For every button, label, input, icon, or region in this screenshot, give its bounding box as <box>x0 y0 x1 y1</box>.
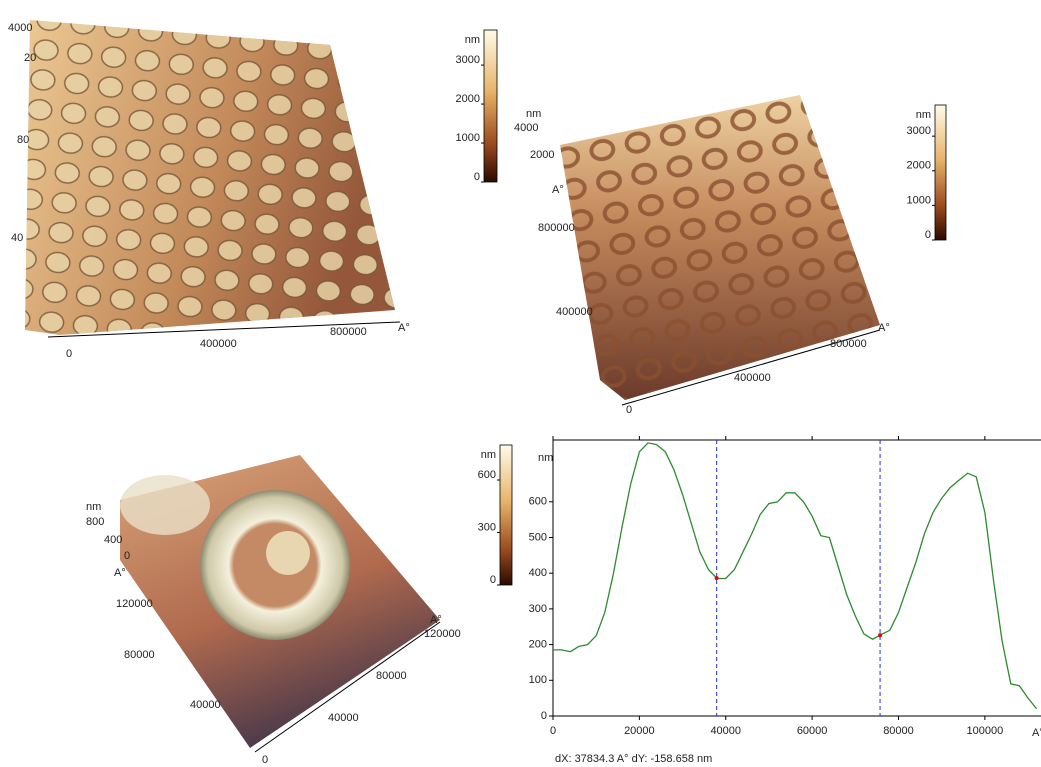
y-axis-label: nm <box>538 452 553 464</box>
axis-label: 0 <box>66 348 72 360</box>
afm-image-top-right: nm 4000 2000 A° 800000 400000 800000 400… <box>514 95 890 416</box>
colorbar <box>935 105 946 240</box>
feature <box>120 475 210 535</box>
x-tick-label: 60000 <box>797 725 828 737</box>
colorbar-tick-label: 600 <box>478 469 496 481</box>
colorbar-tick-label: 0 <box>474 171 480 183</box>
feature <box>266 531 310 575</box>
y-tick-label: 300 <box>529 603 547 615</box>
afm-image-top-left: 4000 20 80 40 0 400000 800000 A° <box>8 20 410 360</box>
x-tick-label: 100000 <box>966 725 1003 737</box>
colorbar-unit: nm <box>916 109 931 121</box>
colorbar-tick-label: 1000 <box>907 194 931 206</box>
surface-texture <box>25 20 395 335</box>
axis-label: 800000 <box>330 326 367 338</box>
x-axis-label: A° <box>1032 727 1041 739</box>
axis-label: A° <box>398 322 410 334</box>
axis-label: 0 <box>626 404 632 416</box>
colorbar-tick-label: 2000 <box>907 160 931 172</box>
colorbar-tick-label: 0 <box>490 574 496 586</box>
colorbar-tick-label: 3000 <box>456 54 480 66</box>
axis-label: A° <box>878 322 890 334</box>
axis-label: 120000 <box>424 628 461 640</box>
axis-label: 80 <box>17 134 29 146</box>
axis-label: 80000 <box>124 649 155 661</box>
colorbar-tick-label: 2000 <box>456 93 480 105</box>
axis-label: nm <box>86 501 101 513</box>
axis-label: 4000 <box>8 22 32 34</box>
axis-label: 400000 <box>734 372 771 384</box>
colorbar-unit: nm <box>465 34 480 46</box>
axis-label: 80000 <box>376 670 407 682</box>
colorbar-tick-label: 300 <box>478 521 496 533</box>
x-tick-label: 20000 <box>624 725 655 737</box>
axis-label: 800000 <box>538 222 575 234</box>
figure: 4000 20 80 40 0 400000 800000 A° nm 4000… <box>0 0 1041 767</box>
x-tick-label: 80000 <box>883 725 914 737</box>
colorbar-tick-label: 0 <box>925 229 931 241</box>
afm-image-bottom-left: nm 800 400 0 A° 120000 80000 40000 0 120… <box>86 455 461 766</box>
y-tick-label: 400 <box>529 567 547 579</box>
axis-label: nm <box>526 108 541 120</box>
axis-label: 4000 <box>514 122 538 134</box>
axis-label: 2000 <box>530 149 554 161</box>
axis-label: A° <box>430 614 442 626</box>
cursor-point <box>878 633 882 637</box>
axis-label: A° <box>114 567 126 579</box>
profile-line <box>553 443 1037 709</box>
axis-label: A° <box>552 184 564 196</box>
y-tick-label: 500 <box>529 531 547 543</box>
y-tick-label: 200 <box>529 638 547 650</box>
axis-label: 40000 <box>190 699 221 711</box>
axis-label: 800000 <box>830 338 867 350</box>
axis-label: 20 <box>24 52 36 64</box>
colorbar <box>500 445 512 585</box>
axis-label: 0 <box>124 550 130 562</box>
axis-label: 800 <box>86 516 104 528</box>
x-tick-label: 0 <box>550 725 556 737</box>
axis-label: 120000 <box>116 598 153 610</box>
colorbar-tick-label: 3000 <box>907 125 931 137</box>
y-tick-label: 0 <box>541 710 547 722</box>
axis-label: 40 <box>11 232 23 244</box>
axis-label: 40000 <box>328 712 359 724</box>
axis-label: 400000 <box>200 338 237 350</box>
axis-label: 400 <box>104 534 122 546</box>
cursor-point <box>715 576 719 580</box>
y-tick-label: 100 <box>529 674 547 686</box>
x-tick-label: 40000 <box>710 725 741 737</box>
axis-label: 0 <box>262 754 268 766</box>
colorbar-tick-label: 1000 <box>456 132 480 144</box>
surface-texture <box>560 95 880 400</box>
colorbar-unit: nm <box>481 449 496 461</box>
colorbar <box>484 30 497 182</box>
axis-label: 400000 <box>556 306 593 318</box>
y-tick-label: 600 <box>529 496 547 508</box>
cursor-readout: dX: 37834.3 A° dY: -158.658 nm <box>555 753 712 765</box>
